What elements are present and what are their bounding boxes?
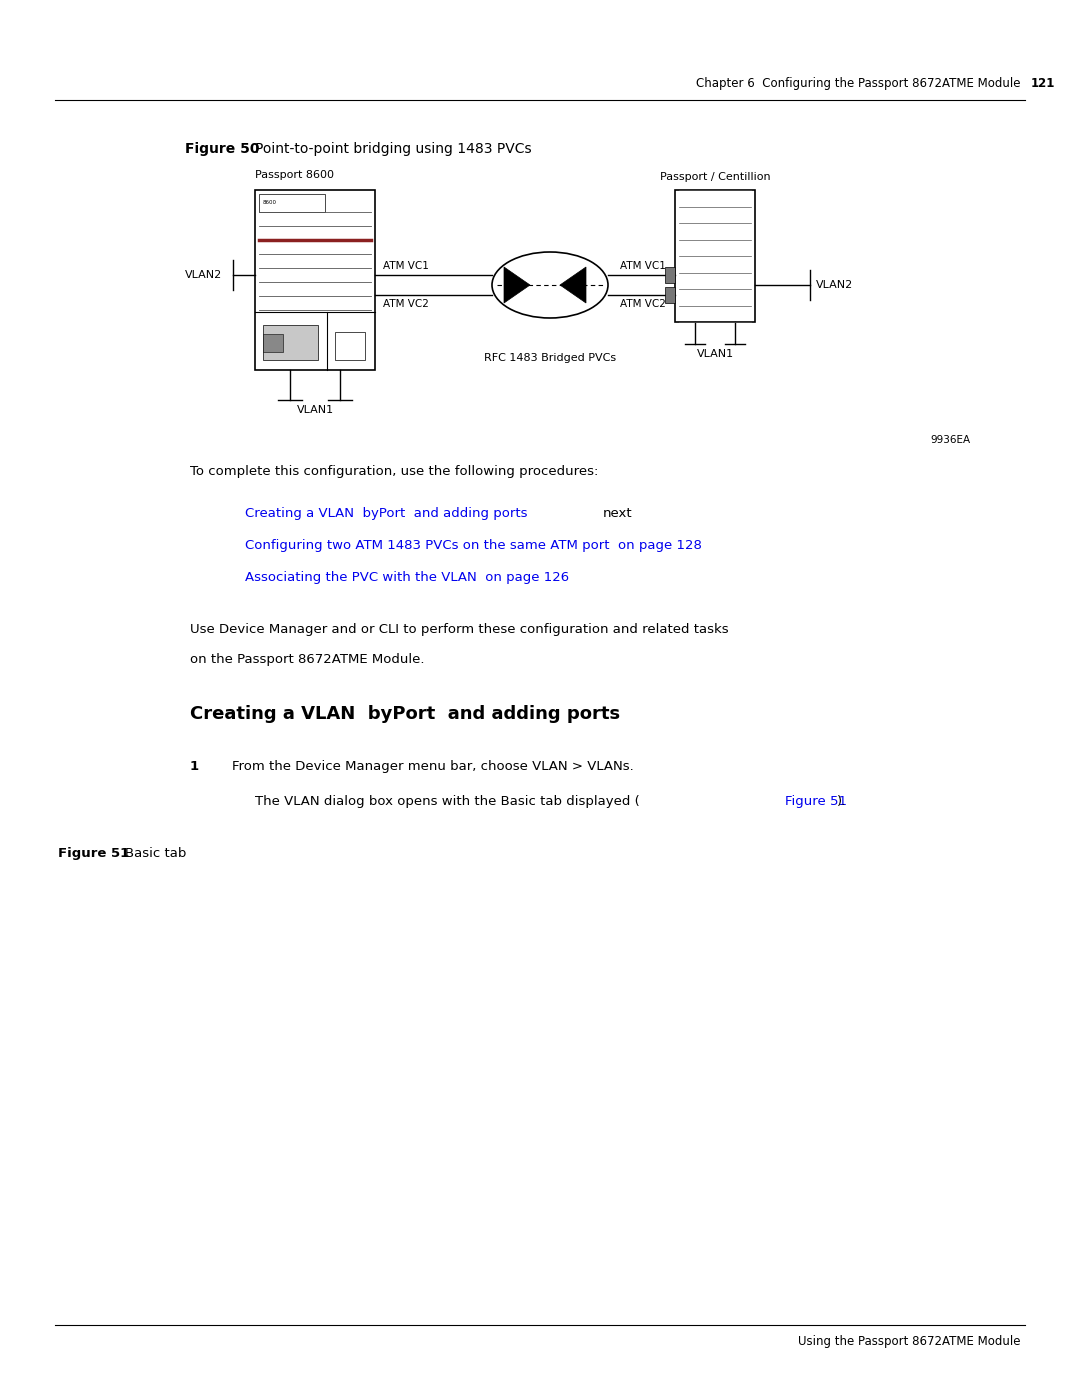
Text: next: next [603,507,633,520]
Text: Configuring two ATM 1483 PVCs on the same ATM port  on page 128: Configuring two ATM 1483 PVCs on the sam… [245,539,702,552]
Text: ).: ). [837,795,847,807]
Text: 8600: 8600 [264,200,276,204]
Bar [665,286,675,303]
Text: Point-to-point bridging using 1483 PVCs: Point-to-point bridging using 1483 PVCs [255,142,531,156]
Text: Basic tab: Basic tab [125,847,187,861]
Text: ATM VC2: ATM VC2 [383,299,429,309]
Bar [264,326,318,360]
Text: Passport 8600: Passport 8600 [255,170,334,180]
Bar [335,332,365,360]
Text: RFC 1483 Bridged PVCs: RFC 1483 Bridged PVCs [484,353,616,363]
Bar [255,190,375,370]
Text: The VLAN dialog box opens with the Basic tab displayed (: The VLAN dialog box opens with the Basic… [255,795,639,807]
Text: Passport / Centillion: Passport / Centillion [660,172,770,182]
Text: Figure 51: Figure 51 [785,795,847,807]
Text: VLAN2: VLAN2 [185,270,222,279]
Text: ATM VC2: ATM VC2 [620,299,666,309]
Polygon shape [504,267,530,303]
Text: VLAN1: VLAN1 [296,405,334,415]
Text: From the Device Manager menu bar, choose VLAN > VLANs.: From the Device Manager menu bar, choose… [232,760,634,773]
Bar [665,267,675,284]
Text: on the Passport 8672ATME Module.: on the Passport 8672ATME Module. [190,652,424,666]
Text: Figure 51: Figure 51 [58,847,130,861]
Text: Using the Passport 8672ATME Module: Using the Passport 8672ATME Module [797,1336,1020,1348]
Text: ATM VC1: ATM VC1 [620,261,666,271]
Text: ATM VC1: ATM VC1 [383,261,429,271]
Text: Creating a VLAN  byPort  and adding ports: Creating a VLAN byPort and adding ports [245,507,527,520]
Bar [675,190,755,321]
Text: Use Device Manager and or CLI to perform these configuration and related tasks: Use Device Manager and or CLI to perform… [190,623,729,636]
Polygon shape [561,267,586,303]
Text: To complete this configuration, use the following procedures:: To complete this configuration, use the … [190,465,598,478]
Bar [259,194,325,212]
Text: 1: 1 [190,760,199,773]
Bar [264,334,283,352]
Text: VLAN1: VLAN1 [697,349,733,359]
Text: 9936EA: 9936EA [930,434,970,446]
Text: 121: 121 [1030,77,1055,89]
Text: Chapter 6  Configuring the Passport 8672ATME Module: Chapter 6 Configuring the Passport 8672A… [696,77,1020,89]
Text: Creating a VLAN  byPort  and adding ports: Creating a VLAN byPort and adding ports [190,705,620,724]
Text: Associating the PVC with the VLAN  on page 126: Associating the PVC with the VLAN on pag… [245,571,569,584]
Text: Figure 50: Figure 50 [185,142,259,156]
Ellipse shape [492,251,608,319]
Text: VLAN2: VLAN2 [816,279,853,291]
